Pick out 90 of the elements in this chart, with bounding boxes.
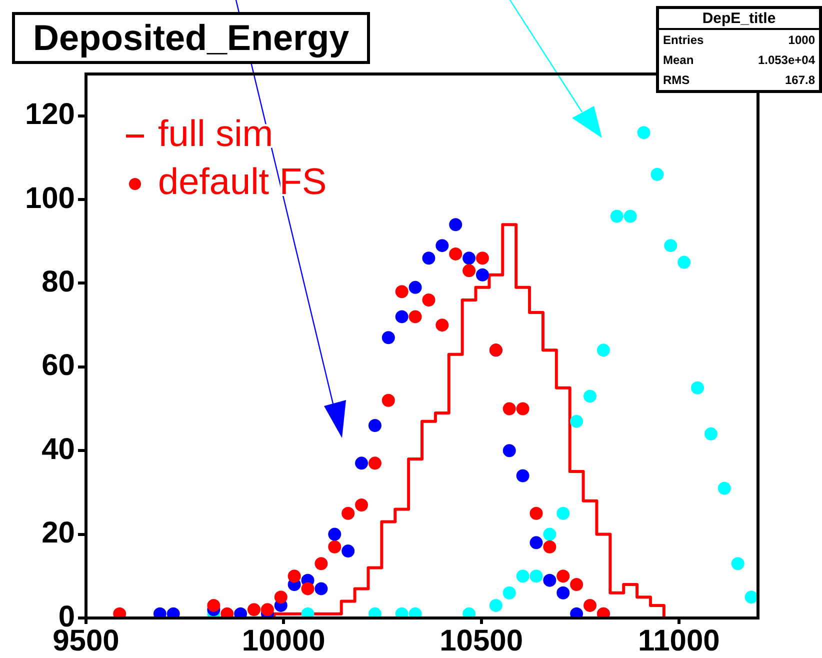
point [368,419,382,432]
y-tick-label: 100 [24,182,75,215]
point [570,578,584,592]
point [449,247,462,260]
point [530,570,543,583]
point [422,252,436,265]
point [584,598,596,612]
point [462,252,476,265]
point [436,239,449,252]
text: RMS 167.8 [663,73,815,87]
point [462,607,476,618]
point [395,310,408,324]
text: DepE_title [659,9,819,30]
point [731,557,744,570]
point [408,310,422,324]
text: Entries 1000 [663,33,815,47]
x-tick-label: 10500 [440,624,524,658]
x-tick-label: 10000 [242,624,326,658]
point [395,607,408,618]
point [637,126,650,140]
y-tick-label: 120 [24,98,75,132]
point [502,586,516,600]
point [489,598,502,612]
point [476,252,489,265]
point [355,498,368,512]
point [408,607,422,618]
point [301,582,314,596]
point [650,168,664,181]
point [462,264,476,278]
y-tick-label: 40 [42,432,75,466]
point [516,469,530,482]
point [248,603,260,616]
point [596,344,610,357]
point [744,590,758,604]
point [220,607,234,618]
point [408,280,422,294]
point [556,570,570,583]
point [342,544,355,558]
point [516,570,530,583]
y-tick-label: 80 [42,265,75,298]
point [288,570,301,583]
point [274,590,288,604]
y-tick-label: 20 [42,516,75,550]
point [570,414,584,428]
point [342,506,355,520]
point [314,582,328,596]
point [368,456,382,470]
point [113,607,126,618]
point [449,218,462,232]
point [624,210,637,223]
point [610,210,624,223]
point [678,256,691,269]
legend-label: default FS [158,161,327,202]
point [422,293,436,306]
point [328,540,342,554]
point [530,536,543,550]
point [382,331,395,344]
point [584,390,596,403]
point [314,557,328,570]
point [556,506,570,520]
point [570,607,584,618]
point [153,607,166,618]
text: Mean 1.053e+04 [663,53,815,67]
point [664,239,678,252]
point [704,427,718,440]
point [166,607,180,618]
point [556,586,570,600]
point [516,402,530,416]
point [382,394,395,407]
point [543,528,556,541]
point [502,444,516,458]
x-tick-label: 11000 [638,624,720,658]
point [368,607,382,618]
point [207,598,220,612]
point [691,381,704,394]
point [436,318,449,332]
point [328,528,342,541]
point [260,603,274,616]
point [543,574,556,587]
point [355,456,368,470]
point [543,540,556,554]
point [301,607,314,618]
point [502,402,516,416]
point [234,607,248,618]
chart-title: Deposited_Energy [12,12,370,64]
point [530,506,543,520]
point [718,482,731,495]
y-tick-label: 60 [42,349,75,382]
point [476,268,489,282]
point [395,285,408,298]
